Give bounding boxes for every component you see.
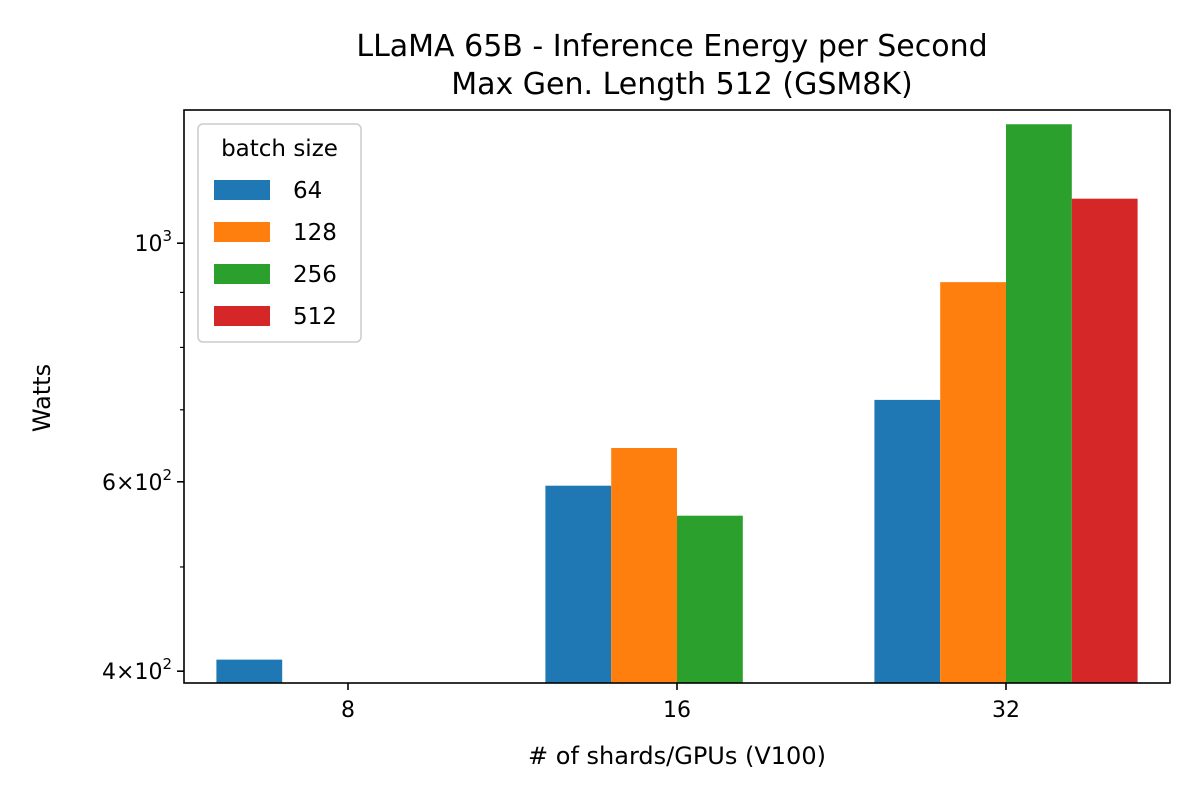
legend-frame — [197, 123, 362, 343]
y-tick-label: 6×102 — [102, 466, 172, 496]
bar-32-64 — [874, 399, 941, 683]
legend-title: batch size — [221, 136, 338, 162]
legend-label-128: 128 — [293, 220, 337, 246]
legend-swatch-64 — [214, 180, 270, 200]
legend-label-512: 512 — [293, 304, 337, 330]
legend-swatch-128 — [214, 222, 270, 242]
bar-16-256 — [677, 515, 743, 683]
bar-32-512 — [1071, 198, 1138, 683]
bars-group — [216, 124, 1138, 683]
plot-frame — [183, 109, 1171, 684]
x-axis-label: # of shards/GPUs (V100) — [528, 742, 826, 770]
bar-32-128 — [940, 282, 1006, 683]
bar-16-64 — [545, 485, 612, 683]
bar-8-64 — [216, 659, 283, 683]
legend-swatch-256 — [214, 264, 270, 284]
x-tick-label: 8 — [341, 698, 355, 723]
bar-32-256 — [1006, 124, 1072, 683]
legend-swatch-512 — [214, 306, 270, 326]
x-tick-label: 32 — [992, 698, 1020, 723]
x-axis: 8 16 32 — [341, 683, 1020, 723]
bar-16-128 — [611, 448, 677, 683]
y-tick-label: 4×102 — [102, 655, 172, 685]
legend: batch size 64 128 256 512 — [197, 123, 362, 343]
legend-label-64: 64 — [293, 178, 322, 204]
chart-title: LLaMA 65B - Inference Energy per Second — [356, 29, 987, 64]
y-tick-label: 103 — [134, 227, 172, 257]
x-tick-label: 16 — [663, 698, 691, 723]
chart-subtitle: Max Gen. Length 512 (GSM8K) — [451, 67, 913, 102]
legend-label-256: 256 — [293, 262, 337, 288]
y-axis-label: Watts — [28, 364, 56, 432]
y-axis: 4×102 6×102 103 — [102, 227, 184, 685]
